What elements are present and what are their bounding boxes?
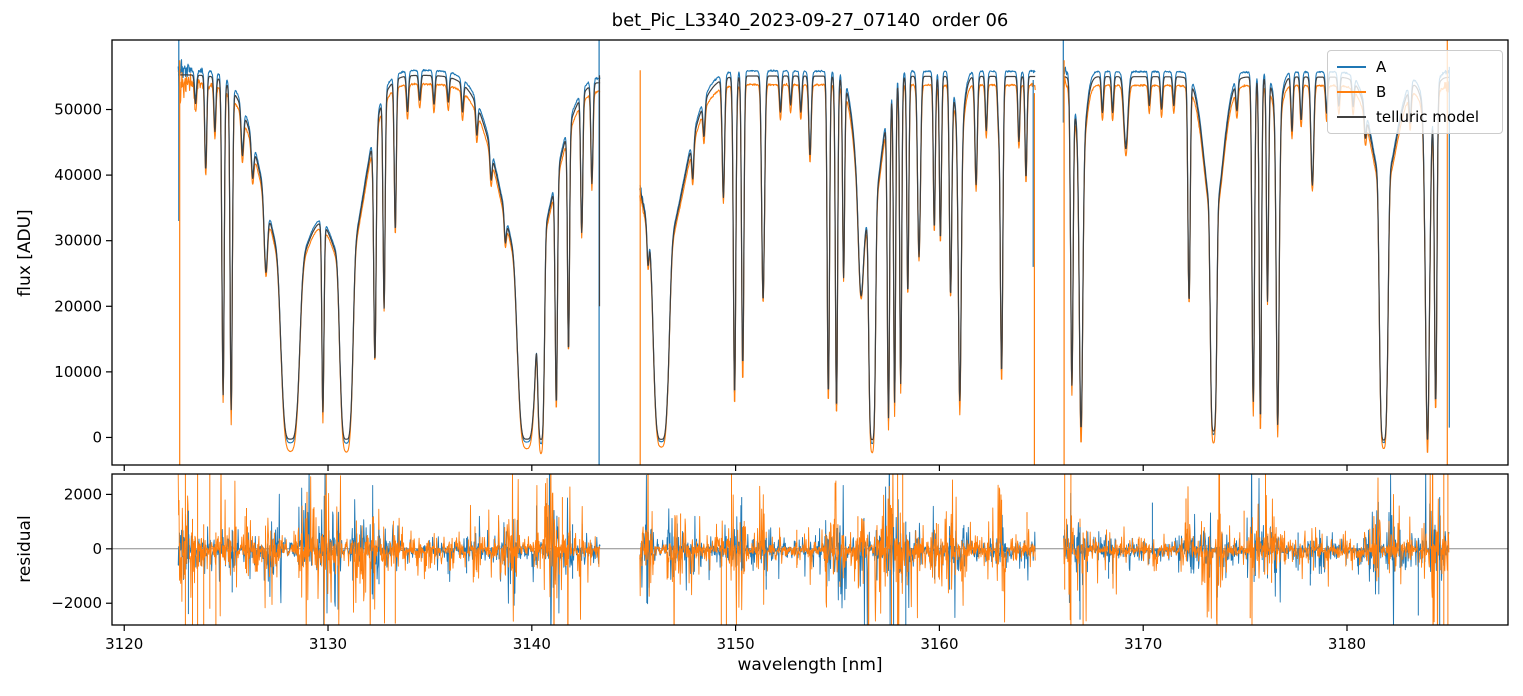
legend-label-telluric: telluric model bbox=[1376, 108, 1480, 126]
flux-tick-label: 40000 bbox=[54, 166, 102, 184]
flux-tick-label: 20000 bbox=[54, 297, 102, 315]
telluric-model-line bbox=[178, 74, 1450, 441]
flux-axis-label: flux [ADU] bbox=[15, 209, 35, 297]
x-tick-label: 3170 bbox=[1124, 635, 1162, 653]
legend-swatch-a bbox=[1337, 66, 1366, 68]
residual-tick-label: 2000 bbox=[64, 485, 102, 503]
chart-title: bet_Pic_L3340_2023-09-27_07140 order 06 bbox=[611, 10, 1009, 31]
legend-entry-a: A bbox=[1337, 58, 1492, 76]
x-tick-label: 3120 bbox=[105, 635, 143, 653]
wavelength-axis-label: wavelength [nm] bbox=[737, 655, 883, 675]
flux-tick-label: 50000 bbox=[54, 101, 102, 119]
top-panel-frame bbox=[111, 39, 1509, 466]
legend-entry-telluric: telluric model bbox=[1337, 108, 1492, 126]
x-tick-label: 3180 bbox=[1328, 635, 1366, 653]
legend-swatch-telluric bbox=[1337, 116, 1366, 118]
x-tick-label: 3140 bbox=[513, 635, 551, 653]
legend-entry-b: B bbox=[1337, 83, 1492, 101]
flux-tick-label: 10000 bbox=[54, 363, 102, 381]
residual-b-line bbox=[177, 474, 1450, 625]
flux-tick-label: 30000 bbox=[54, 232, 102, 250]
residual-tick-label: 0 bbox=[92, 540, 102, 558]
residual-panel-frame bbox=[111, 473, 1509, 626]
legend-label-b: B bbox=[1376, 83, 1387, 101]
x-tick-label: 3160 bbox=[920, 635, 958, 653]
residual-tick-label: −2000 bbox=[51, 594, 102, 612]
flux-tick-label: 0 bbox=[92, 428, 102, 446]
legend-swatch-b bbox=[1337, 91, 1366, 93]
legend-box: A B telluric model bbox=[1327, 50, 1503, 134]
residual-axis-label: residual bbox=[15, 515, 35, 583]
x-tick-label: 3150 bbox=[717, 635, 755, 653]
legend-label-a: A bbox=[1376, 58, 1387, 76]
x-tick-label: 3130 bbox=[309, 635, 347, 653]
